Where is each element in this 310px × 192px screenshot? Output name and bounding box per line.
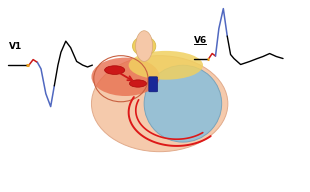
Ellipse shape [136, 31, 153, 61]
Text: V1: V1 [9, 42, 23, 51]
Ellipse shape [129, 80, 147, 87]
Ellipse shape [91, 58, 160, 96]
Text: V6: V6 [194, 36, 207, 45]
Ellipse shape [91, 56, 228, 152]
FancyBboxPatch shape [149, 77, 157, 92]
Ellipse shape [144, 65, 222, 142]
Ellipse shape [105, 66, 125, 74]
Ellipse shape [129, 51, 203, 80]
Ellipse shape [133, 36, 156, 56]
